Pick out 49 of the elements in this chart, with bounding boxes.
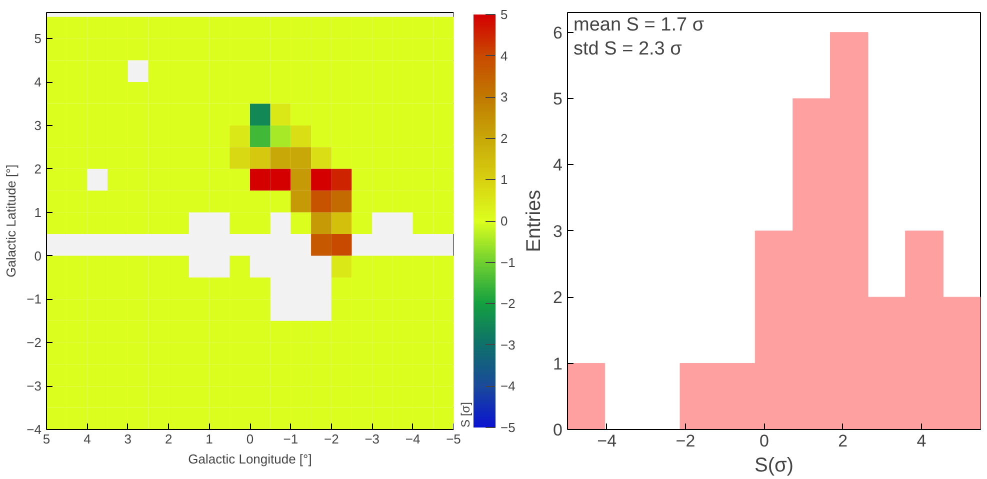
color-bar-label: 5 [500, 7, 508, 22]
y-tick-label: −3 [26, 378, 42, 394]
y-tick-label: 0 [34, 248, 42, 264]
y-tick-label: 5 [553, 90, 563, 109]
x-tick-label: 2 [838, 432, 848, 450]
y-tick-label: 1 [553, 354, 563, 374]
x-tick-label: −3 [364, 432, 380, 446]
y-tick-label: 1 [34, 204, 42, 220]
color-bar-label: 0 [500, 214, 508, 228]
y-tick-label: −2 [26, 335, 42, 350]
color-bar-label: −3 [500, 337, 516, 352]
annotation: mean S = 1.7 σ [574, 14, 704, 36]
x-tick-label: −5 [446, 432, 461, 446]
y-axis-title: Entries [523, 190, 546, 252]
y-tick-label: 5 [34, 31, 42, 46]
x-tick-label: 0 [759, 432, 769, 450]
y-tick-label: 4 [34, 74, 42, 90]
y-tick-label: 3 [34, 118, 42, 133]
color-bar-label: −2 [500, 296, 516, 312]
y-tick-label: 3 [553, 222, 563, 241]
x-tick-label: 2 [164, 432, 172, 446]
color-bar-label: 4 [500, 48, 508, 64]
y-axis-title: Galactic Latitude [°] [4, 164, 19, 278]
x-tick-label: 1 [206, 432, 213, 446]
color-bar-label: 1 [500, 172, 508, 188]
x-tick-label: −2 [324, 432, 339, 446]
x-tick-label: −4 [405, 432, 420, 446]
x-tick-label: −4 [597, 432, 617, 450]
x-tick-label: −1 [283, 432, 298, 446]
y-tick-label: 4 [553, 156, 563, 175]
x-tick-label: 0 [246, 432, 254, 446]
y-tick-label: 6 [553, 23, 563, 42]
color-bar-label: −1 [500, 254, 516, 270]
x-tick-label: 4 [84, 432, 91, 446]
y-tick-label: 2 [553, 288, 563, 308]
color-bar-label: −4 [500, 378, 516, 394]
color-bar-label: −5 [500, 420, 516, 435]
x-tick-label: 4 [916, 432, 926, 450]
annotation: std S = 2.3 σ [574, 38, 682, 60]
y-tick-label: −1 [26, 292, 42, 307]
x-tick-label: 3 [124, 432, 132, 446]
color-bar-label: 3 [500, 90, 508, 105]
x-axis-title: Galactic Longitude [°] [188, 452, 312, 466]
y-tick-label: 2 [34, 161, 42, 176]
y-tick-label: −4 [26, 422, 42, 437]
color-bar-title: S [σ] [458, 402, 472, 428]
color-bar-label: 2 [500, 130, 508, 146]
x-tick-label: −2 [676, 432, 696, 450]
x-axis-title: S(σ) [754, 454, 794, 476]
